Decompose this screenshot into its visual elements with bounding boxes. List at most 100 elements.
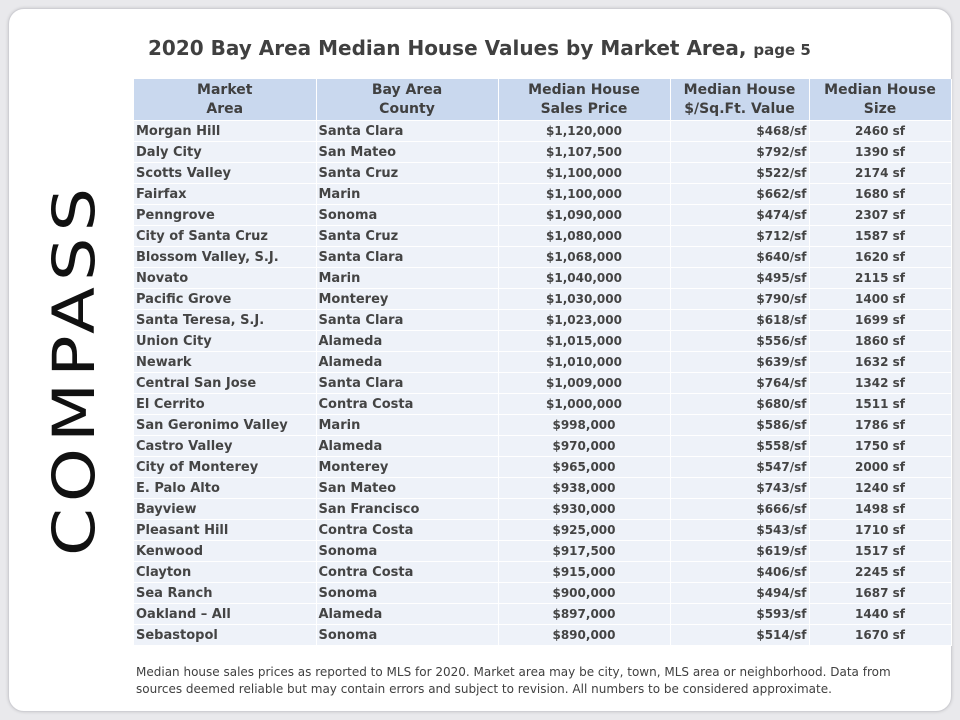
market-area-table: Market Area Bay Area County Median House Sale… xyxy=(134,79,952,646)
market-area-cell: Pacific Grove xyxy=(134,288,317,310)
table-row: Scotts Valley Santa Cruz $1,100,000 $522/sf… xyxy=(134,162,952,184)
county-header: Bay Area County xyxy=(316,79,499,121)
size-cell: 1440 sf xyxy=(809,603,952,625)
header-line: Median House xyxy=(824,81,936,98)
header-line: Bay Area xyxy=(371,81,443,98)
compass-logo: COMPASS xyxy=(42,178,102,556)
county-cell: Santa Clara xyxy=(316,309,499,331)
header-line: County xyxy=(379,100,435,117)
size-cell: 1620 sf xyxy=(809,246,952,268)
table-row: San Geronimo Valley Marin $998,000 $586/sf 1… xyxy=(134,414,952,436)
market-area-cell: Scotts Valley xyxy=(134,162,317,184)
size-cell: 2000 sf xyxy=(809,456,952,478)
price-per-sqft-cell: $556/sf xyxy=(670,330,810,352)
table-row: Morgan Hill Santa Clara $1,120,000 $468/sf 2… xyxy=(134,120,952,142)
table-row: Blossom Valley, S.J. Santa Clara $1,068,00… xyxy=(134,246,952,268)
market-area-cell: Union City xyxy=(134,330,317,352)
county-cell: Contra Costa xyxy=(316,561,499,583)
size-cell: 1498 sf xyxy=(809,498,952,520)
county-cell: Monterey xyxy=(316,456,499,478)
sales-price-cell: $1,009,000 xyxy=(498,372,671,394)
sales-price-cell: $1,100,000 xyxy=(498,183,671,205)
page-title-suffix: page 5 xyxy=(753,41,811,59)
header-line: Median House xyxy=(528,81,640,98)
header-line: Median House xyxy=(683,81,796,98)
county-cell: Alameda xyxy=(316,330,499,352)
table-row: Pacific Grove Monterey $1,030,000 $790/sf 14… xyxy=(134,288,952,310)
market-area-cell: Clayton xyxy=(134,561,317,583)
table-row: Santa Teresa, S.J. Santa Clara $1,023,000 $… xyxy=(134,309,952,331)
market-area-cell: Morgan Hill xyxy=(134,120,317,142)
table-row: City of Santa Cruz Santa Cruz $1,080,000 $7… xyxy=(134,225,952,247)
market-area-cell: Kenwood xyxy=(134,540,317,562)
price-per-sqft-cell: $712/sf xyxy=(670,225,810,247)
price-per-sqft-cell: $639/sf xyxy=(670,351,810,373)
county-cell: Sonoma xyxy=(316,204,499,226)
size-cell: 1511 sf xyxy=(809,393,952,415)
sales-price-cell: $900,000 xyxy=(498,582,671,604)
county-cell: Santa Cruz xyxy=(316,162,499,184)
header-line: Market xyxy=(197,81,253,98)
table-row: Pleasant Hill Contra Costa $925,000 $543/sf… xyxy=(134,519,952,541)
market-area-cell: Central San Jose xyxy=(134,372,317,394)
compass-logo-icon: COMPASS xyxy=(42,182,102,556)
price-per-sqft-cell: $547/sf xyxy=(670,456,810,478)
table-row: Novato Marin $1,040,000 $495/sf 2115 sf xyxy=(134,267,952,289)
sales-price-cell: $1,120,000 xyxy=(498,120,671,142)
market-area-cell: Blossom Valley, S.J. xyxy=(134,246,317,268)
county-cell: San Francisco xyxy=(316,498,499,520)
market-area-cell: Sebastopol xyxy=(134,624,317,646)
sales-price-cell: $1,080,000 xyxy=(498,225,671,247)
table-row: Sebastopol Sonoma $890,000 $514/sf 1670 sf xyxy=(134,624,952,646)
county-cell: San Mateo xyxy=(316,477,499,499)
price-per-sqft-cell: $662/sf xyxy=(670,183,810,205)
sales-price-cell: $925,000 xyxy=(498,519,671,541)
table-row: Fairfax Marin $1,100,000 $662/sf 1680 sf xyxy=(134,183,952,205)
market-area-cell: El Cerrito xyxy=(134,393,317,415)
size-cell: 2245 sf xyxy=(809,561,952,583)
sales-price-cell: $1,000,000 xyxy=(498,393,671,415)
county-cell: Marin xyxy=(316,414,499,436)
price-per-sqft-cell: $558/sf xyxy=(670,435,810,457)
market-area-cell: Bayview xyxy=(134,498,317,520)
table-header-row: Market Area Bay Area County Median House Sale… xyxy=(134,79,952,121)
price-per-sqft-cell: $495/sf xyxy=(670,267,810,289)
market-area-cell: Penngrove xyxy=(134,204,317,226)
sales-price-cell: $1,040,000 xyxy=(498,267,671,289)
size-cell: 1390 sf xyxy=(809,141,952,163)
price-per-sqft-cell: $666/sf xyxy=(670,498,810,520)
logo-text: COMPASS xyxy=(42,182,102,556)
county-cell: San Mateo xyxy=(316,141,499,163)
size-cell: 1632 sf xyxy=(809,351,952,373)
size-cell: 1400 sf xyxy=(809,288,952,310)
county-cell: Contra Costa xyxy=(316,519,499,541)
table-row: Oakland – All Alameda $897,000 $593/sf 1440 … xyxy=(134,603,952,625)
table-row: Central San Jose Santa Clara $1,009,000 $76… xyxy=(134,372,952,394)
sales-price-cell: $965,000 xyxy=(498,456,671,478)
price-per-sqft-cell: $640/sf xyxy=(670,246,810,268)
market-area-cell: Sea Ranch xyxy=(134,582,317,604)
county-cell: Marin xyxy=(316,267,499,289)
sales-price-cell: $1,090,000 xyxy=(498,204,671,226)
county-cell: Sonoma xyxy=(316,582,499,604)
price-per-sqft-header: Median House $/Sq.Ft. Value xyxy=(670,79,810,121)
price-per-sqft-cell: $618/sf xyxy=(670,309,810,331)
price-per-sqft-cell: $790/sf xyxy=(670,288,810,310)
market-area-cell: City of Monterey xyxy=(134,456,317,478)
table-row: Sea Ranch Sonoma $900,000 $494/sf 1687 sf xyxy=(134,582,952,604)
table-row: Castro Valley Alameda $970,000 $558/sf 1750 … xyxy=(134,435,952,457)
county-cell: Alameda xyxy=(316,435,499,457)
size-header: Median House Size xyxy=(809,79,952,121)
price-per-sqft-cell: $474/sf xyxy=(670,204,810,226)
size-cell: 2174 sf xyxy=(809,162,952,184)
sales-price-cell: $897,000 xyxy=(498,603,671,625)
sales-price-cell: $938,000 xyxy=(498,477,671,499)
size-cell: 1240 sf xyxy=(809,477,952,499)
sales-price-cell: $915,000 xyxy=(498,561,671,583)
sales-price-cell: $1,015,000 xyxy=(498,330,671,352)
market-area-cell: Newark xyxy=(134,351,317,373)
table-row: Daly City San Mateo $1,107,500 $792/sf 1390 … xyxy=(134,141,952,163)
market-area-cell: Pleasant Hill xyxy=(134,519,317,541)
size-cell: 1342 sf xyxy=(809,372,952,394)
page-title: 2020 Bay Area Median House Values by Mar… xyxy=(148,36,811,60)
